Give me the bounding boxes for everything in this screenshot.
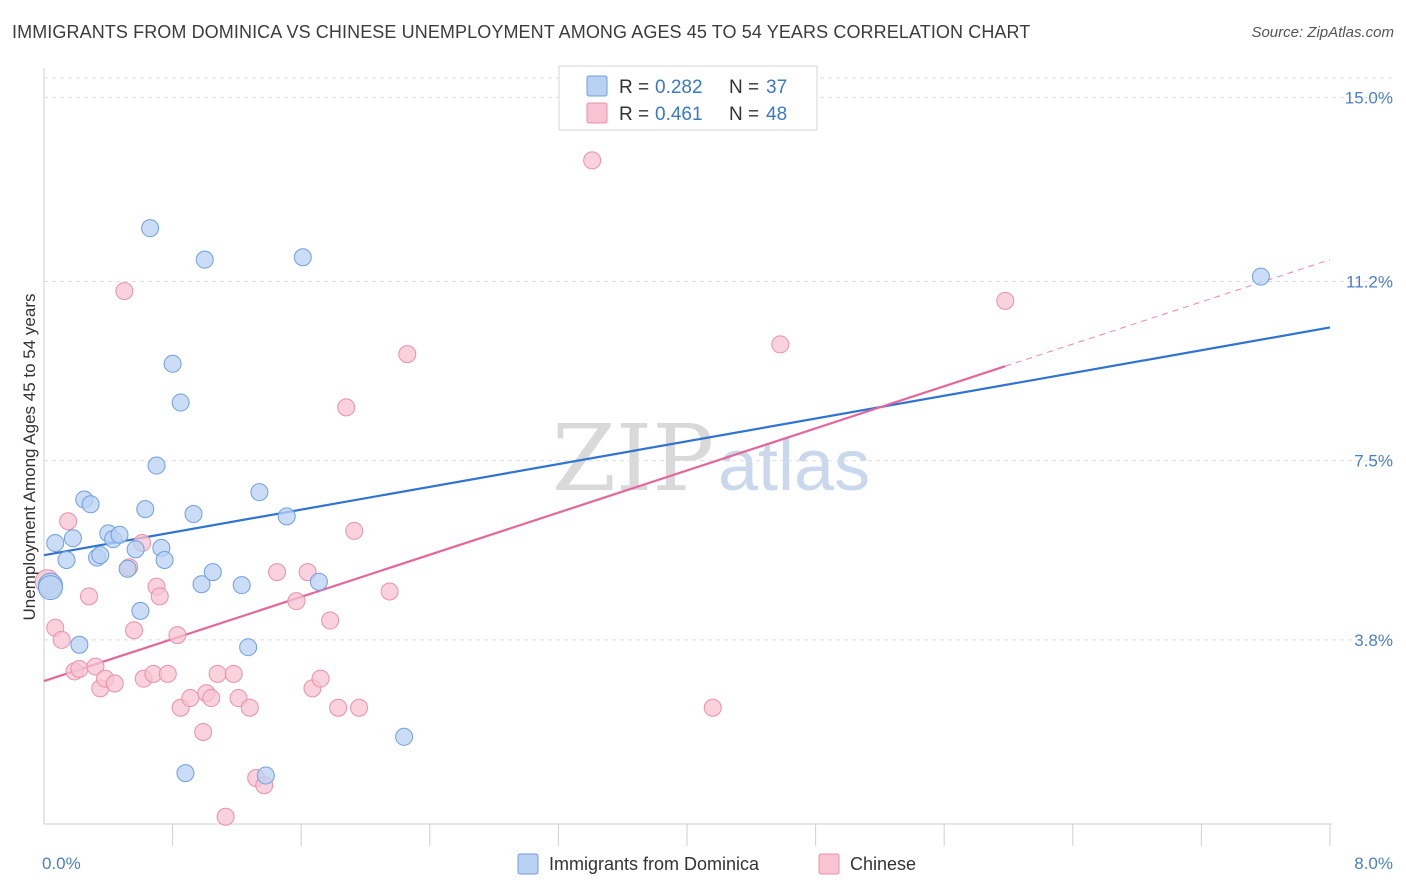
point-chinese-45 <box>583 151 602 170</box>
stats-legend: R = 0.282 N = 37 R = 0.461 N = 48 <box>558 65 818 131</box>
point-chinese-42 <box>350 698 369 717</box>
point-chinese-19 <box>158 664 177 683</box>
point-chinese-25 <box>202 689 221 708</box>
point-dominica-3 <box>57 550 76 569</box>
point-dominica-14 <box>126 540 145 559</box>
point-dominica-17 <box>141 219 160 238</box>
y-tick-label-2: 11.2% <box>1346 272 1393 291</box>
point-chinese-39 <box>329 698 348 717</box>
bottom-legend-swatch-chinese <box>818 853 840 875</box>
point-dominica-21 <box>163 354 182 373</box>
trend-line-extension-chinese <box>1005 259 1331 367</box>
point-chinese-38 <box>321 611 340 630</box>
point-chinese-18 <box>150 587 169 606</box>
watermark-atlas: atlas <box>718 426 870 506</box>
point-dominica-31 <box>256 766 275 785</box>
point-chinese-11 <box>115 282 134 301</box>
point-chinese-2 <box>52 630 71 649</box>
point-dominica-20 <box>155 550 174 569</box>
gridlines <box>44 77 1392 641</box>
point-dominica-9 <box>91 546 110 565</box>
series-legend: Immigrants from Dominica Chinese <box>517 853 916 875</box>
point-chinese-30 <box>240 698 259 717</box>
point-dominica-12 <box>110 525 129 544</box>
point-chinese-26 <box>208 664 227 683</box>
point-dominica-18 <box>147 456 166 475</box>
point-dominica-23 <box>176 764 195 783</box>
bottom-legend-label-chinese: Chinese <box>850 854 916 874</box>
legend-n-value-dominica: 37 <box>766 77 787 98</box>
x-tick-label-max: 8.0% <box>1354 854 1393 873</box>
point-dominica-35 <box>395 727 414 746</box>
point-dominica-1 <box>37 575 63 601</box>
y-axis-label: Unemployment Among Ages 45 to 54 years <box>20 294 39 621</box>
point-chinese-48 <box>996 291 1015 310</box>
y-tick-label-0: 3.8% <box>1354 631 1393 650</box>
chart-title: IMMIGRANTS FROM DOMINICA VS CHINESE UNEM… <box>12 22 1031 42</box>
legend-n-label-1: N = <box>729 77 759 98</box>
point-chinese-44 <box>398 345 417 364</box>
point-chinese-27 <box>216 807 235 826</box>
point-chinese-23 <box>194 722 213 741</box>
point-chinese-33 <box>268 563 287 582</box>
trend-lines <box>43 259 1331 683</box>
point-chinese-43 <box>380 582 399 601</box>
point-dominica-36 <box>1251 267 1270 286</box>
point-chinese-10 <box>105 674 124 693</box>
point-dominica-16 <box>136 500 155 519</box>
bottom-legend-swatch-dominica <box>517 853 539 875</box>
point-dominica-22 <box>171 393 190 412</box>
point-chinese-20 <box>168 626 187 645</box>
legend-swatch-dominica <box>586 75 608 97</box>
point-chinese-13 <box>125 621 144 640</box>
point-dominica-28 <box>232 576 251 595</box>
point-chinese-40 <box>337 398 356 417</box>
trend-line-dominica <box>43 326 1331 557</box>
point-chinese-34 <box>287 592 306 611</box>
point-chinese-5 <box>70 659 89 678</box>
y-tick-label-3: 15.0% <box>1345 88 1393 107</box>
point-dominica-2 <box>46 534 65 553</box>
legend-r-value-dominica: 0.282 <box>655 77 703 98</box>
point-chinese-6 <box>80 587 99 606</box>
trend-line-chinese <box>43 365 1006 683</box>
legend-n-label-2: N = <box>729 104 759 125</box>
point-dominica-27 <box>203 563 222 582</box>
point-dominica-5 <box>70 635 89 654</box>
point-dominica-32 <box>277 507 296 526</box>
y-tick-labels: 3.8% 7.5% 11.2% 15.0% <box>1345 88 1393 650</box>
point-chinese-41 <box>345 521 364 540</box>
data-points <box>34 151 1270 826</box>
point-chinese-28 <box>224 664 243 683</box>
point-chinese-3 <box>59 512 78 531</box>
point-dominica-26 <box>195 250 214 269</box>
point-chinese-47 <box>771 335 790 354</box>
point-dominica-30 <box>250 483 269 502</box>
point-dominica-4 <box>63 529 82 548</box>
point-dominica-15 <box>131 601 150 620</box>
bottom-legend-label-dominica: Immigrants from Dominica <box>549 854 760 874</box>
legend-swatch-chinese <box>586 102 608 124</box>
source-attribution: Source: ZipAtlas.com <box>1251 24 1394 41</box>
y-tick-label-1: 7.5% <box>1354 452 1393 471</box>
legend-r-value-chinese: 0.461 <box>655 104 703 125</box>
point-dominica-25 <box>192 575 211 594</box>
watermark-zip: ZIP <box>552 405 714 512</box>
point-dominica-24 <box>184 504 203 523</box>
point-dominica-34 <box>309 572 328 591</box>
point-chinese-7 <box>86 657 105 676</box>
point-dominica-33 <box>293 248 312 267</box>
legend-n-value-chinese: 48 <box>766 104 787 125</box>
point-dominica-13 <box>118 559 137 578</box>
point-dominica-7 <box>81 495 100 514</box>
legend-r-label-1: R = <box>619 77 649 98</box>
point-dominica-29 <box>239 638 258 657</box>
point-chinese-46 <box>703 698 722 717</box>
point-chinese-37 <box>311 669 330 688</box>
legend-r-label-2: R = <box>619 104 649 125</box>
point-chinese-22 <box>181 689 200 708</box>
axes <box>43 68 1332 846</box>
x-tick-label-min: 0.0% <box>42 854 81 873</box>
